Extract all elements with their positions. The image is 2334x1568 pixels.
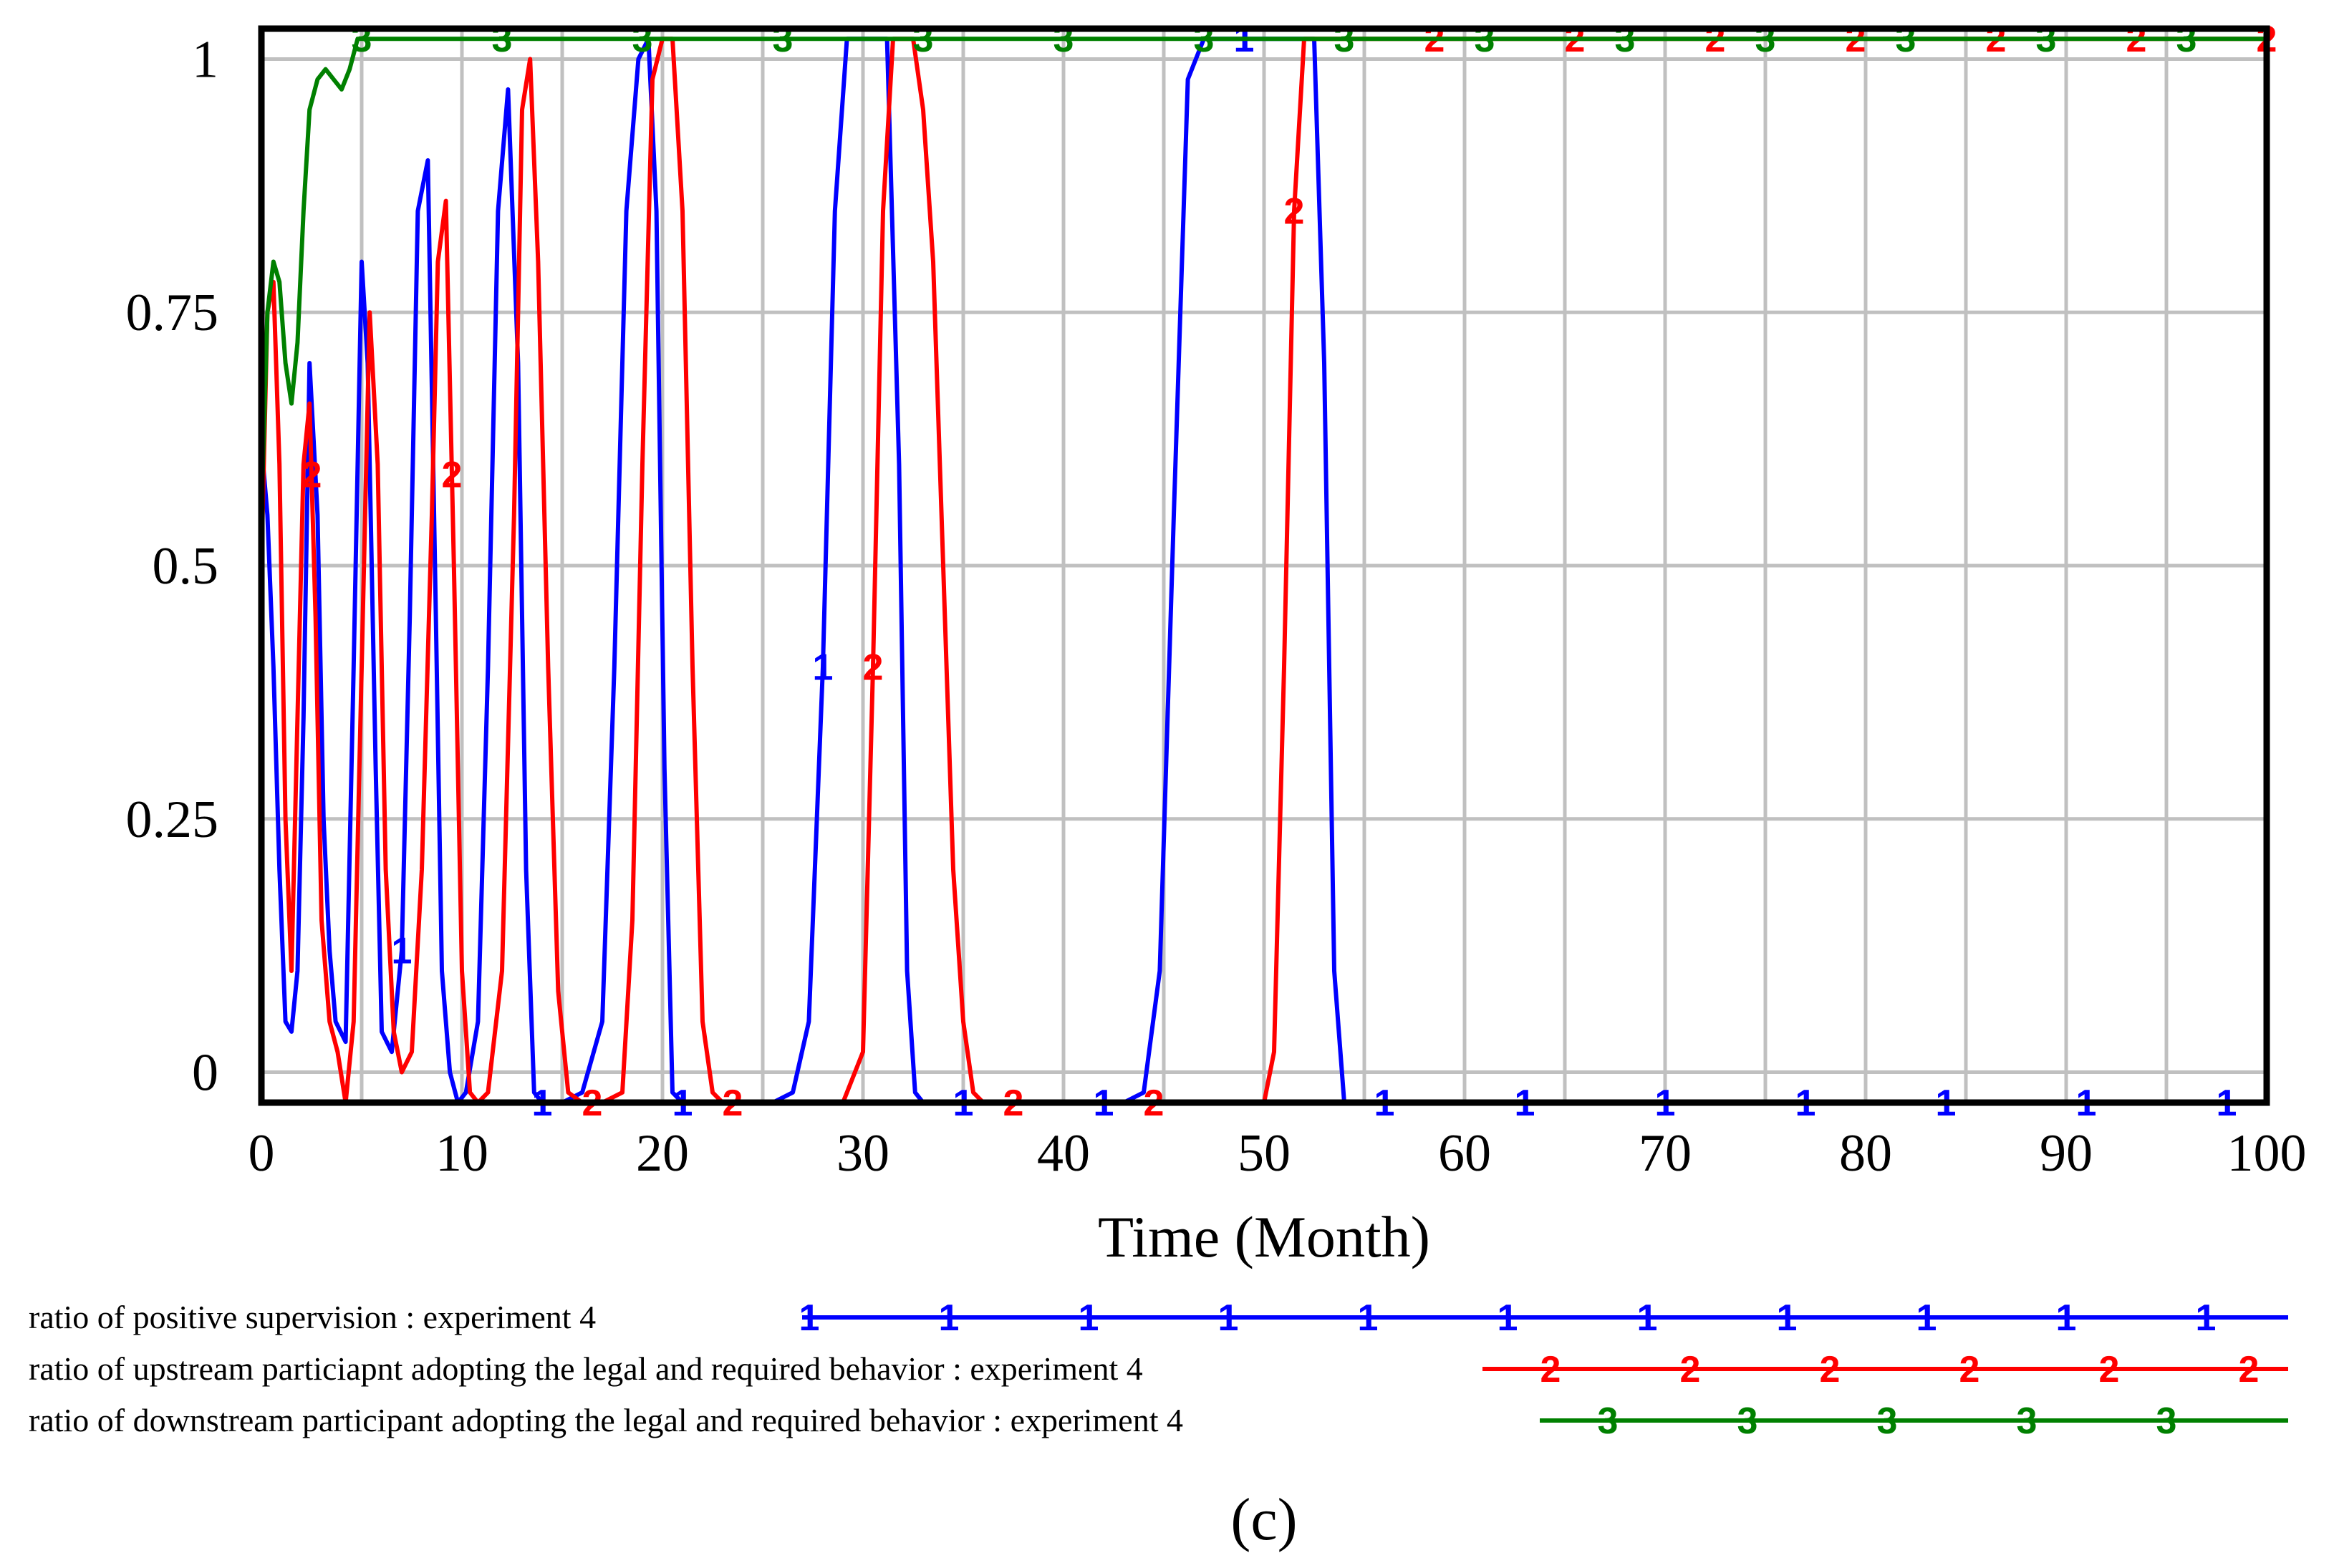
legend-label-3: ratio of downstream participant adopting… — [29, 1402, 1183, 1438]
x-tick-label: 20 — [636, 1124, 689, 1183]
series-marker-3: 3 — [1334, 19, 1355, 60]
series-marker-3: 3 — [1475, 19, 1495, 60]
x-tick-label: 60 — [1438, 1124, 1491, 1183]
x-tick-label: 0 — [249, 1124, 275, 1183]
legend-marker-3: 3 — [1877, 1400, 1898, 1442]
legend-label-2: ratio of upstream particiapnt adopting t… — [29, 1350, 1143, 1387]
series-marker-3: 3 — [2176, 19, 2197, 60]
series-marker-3: 3 — [492, 19, 513, 60]
y-tick-label: 0.25 — [126, 790, 219, 849]
legend-marker-2: 2 — [1820, 1349, 1841, 1390]
series-marker-3: 3 — [773, 19, 794, 60]
legend-marker-2: 2 — [1540, 1349, 1561, 1390]
x-tick-label: 70 — [1639, 1124, 1692, 1183]
series-marker-3: 3 — [1755, 19, 1776, 60]
legend-marker-1: 1 — [1637, 1297, 1658, 1339]
x-tick-label: 100 — [2227, 1124, 2307, 1183]
legend-marker-3: 3 — [1737, 1400, 1758, 1442]
legend-marker-2: 2 — [2239, 1349, 2260, 1390]
legend-marker-1: 1 — [2196, 1297, 2217, 1339]
series-marker-2: 2 — [863, 647, 884, 689]
legend: ratio of positive supervision : experime… — [29, 1297, 2288, 1442]
legend-marker-2: 2 — [2099, 1349, 2120, 1390]
series-marker-3: 3 — [352, 19, 372, 60]
series-line-1 — [259, 37, 2267, 1105]
x-tick-label: 50 — [1238, 1124, 1291, 1183]
series-marker-2: 2 — [442, 455, 463, 496]
y-tick-label: 0.5 — [153, 537, 219, 596]
legend-marker-2: 2 — [1680, 1349, 1701, 1390]
series-marker-2: 2 — [302, 455, 322, 496]
legend-marker-1: 1 — [1498, 1297, 1518, 1339]
plot-frame — [258, 25, 2270, 1106]
legend-marker-1: 1 — [799, 1297, 820, 1339]
legend-marker-1: 1 — [1916, 1297, 1937, 1339]
legend-marker-1: 1 — [1777, 1297, 1798, 1339]
series-marker-1: 1 — [392, 931, 413, 972]
legend-label-1: ratio of positive supervision : experime… — [29, 1299, 596, 1335]
series-marker-3: 3 — [632, 19, 653, 60]
series-marker-3: 3 — [2036, 19, 2057, 60]
x-tick-label: 90 — [2040, 1124, 2093, 1183]
legend-marker-1: 1 — [1079, 1297, 1099, 1339]
x-tick-label: 80 — [1839, 1124, 1892, 1183]
series-marker-3: 3 — [1615, 19, 1636, 60]
series-line-3 — [259, 37, 2267, 516]
y-tick-label: 0.75 — [126, 284, 219, 342]
legend-marker-3: 3 — [2017, 1400, 2038, 1442]
figure-caption: (c) — [1230, 1486, 1297, 1553]
y-tick-label: 0 — [192, 1044, 218, 1103]
series-marker-3: 3 — [1194, 19, 1215, 60]
legend-marker-3: 3 — [1598, 1400, 1619, 1442]
series-marker-3: 3 — [1053, 19, 1074, 60]
legend-marker-3: 3 — [2156, 1400, 2177, 1442]
legend-marker-1: 1 — [2056, 1297, 2077, 1339]
legend-marker-1: 1 — [1218, 1297, 1239, 1339]
x-tick-label: 40 — [1037, 1124, 1090, 1183]
x-axis-title: Time (Month) — [1098, 1204, 1430, 1269]
legend-marker-1: 1 — [939, 1297, 960, 1339]
series-marker-3: 3 — [913, 19, 934, 60]
legend-marker-1: 1 — [1358, 1297, 1379, 1339]
tick-labels: 0 10 20 30 40 50 60 70 80 90 100 1 0.75 0.5 0.25 0 — [126, 30, 2307, 1183]
legend-marker-2: 2 — [1959, 1349, 1980, 1390]
x-tick-label: 10 — [435, 1124, 488, 1183]
gridlines — [261, 29, 2267, 1103]
x-tick-label: 30 — [836, 1124, 889, 1183]
series-marker-1: 1 — [813, 647, 834, 689]
series-marker-2: 2 — [1284, 191, 1305, 233]
series-marker-3: 3 — [1896, 19, 1916, 60]
y-tick-label: 1 — [192, 30, 218, 89]
